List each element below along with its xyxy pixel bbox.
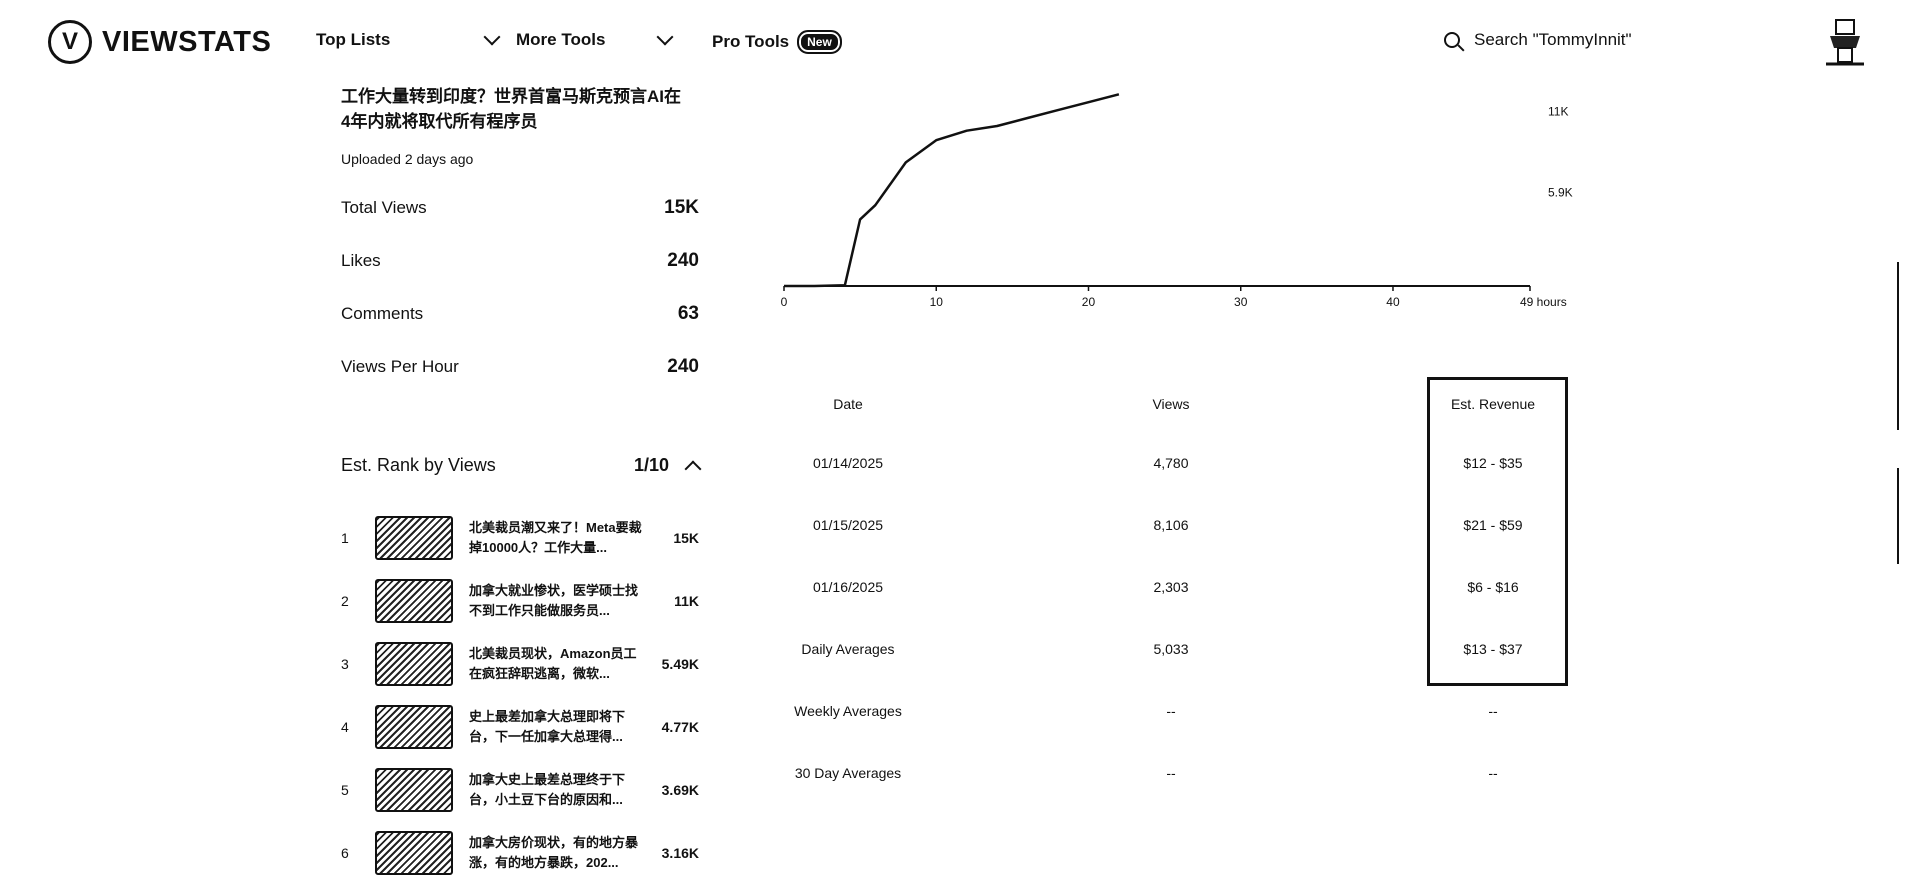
stat-comments: Comments 63 [341,287,699,340]
scrollbar-thumb[interactable] [1897,468,1913,564]
new-badge: New [797,30,842,54]
rank-number: 4 [341,719,375,735]
video-thumbnail[interactable] [375,642,453,686]
stat-value: 63 [678,303,699,325]
upload-date: Uploaded 2 days ago [341,151,699,167]
cell-date: Daily Averages [760,641,936,657]
cell-views: -- [936,765,1406,781]
cell-views: 8,106 [936,517,1406,533]
avatar[interactable] [1822,18,1868,68]
list-item[interactable]: 1 北美裁员潮又来了！Meta要裁掉10000人？工作大量... 15K [341,506,699,569]
nav-top-lists[interactable]: Top Lists [316,30,498,50]
rank-video-views: 3.16K [649,845,699,861]
rank-list: 1 北美裁员潮又来了！Meta要裁掉10000人？工作大量... 15K 2 加… [341,506,699,884]
series-line [784,94,1119,286]
chevron-down-icon [484,29,501,46]
rank-video-views: 5.49K [649,656,699,672]
rank-number: 5 [341,782,375,798]
x-tick-label: 49 hours [1520,295,1567,309]
cell-views: 2,303 [936,579,1406,595]
rank-header[interactable]: Est. Rank by Views 1/10 [341,455,699,476]
views-chart: 0 10 20 30 40 49 hours 11K 5.9K [770,80,1590,320]
cell-views: 5,033 [936,641,1406,657]
list-item[interactable]: 4 史上最差加拿大总理即将下台，下一任加拿大总理得... 4.77K [341,695,699,758]
video-thumbnail[interactable] [375,831,453,875]
list-item[interactable]: 2 加拿大就业惨状，医学硕士找不到工作只能做服务员... 11K [341,569,699,632]
rank-number: 3 [341,656,375,672]
header-date: Date [760,396,936,412]
cell-revenue: -- [1406,703,1580,719]
logo-text: VIEWSTATS [102,26,271,59]
x-tick-label: 20 [1082,295,1096,309]
revenue-highlight-box [1427,377,1568,686]
cell-date: 01/14/2025 [760,455,936,471]
video-summary: 工作大量转到印度？世界首富马斯克预言AI在4年内就将取代所有程序员 Upload… [341,84,699,393]
nav-more-tools[interactable]: More Tools [516,30,671,50]
stat-label: Likes [341,251,381,271]
rank-video-title[interactable]: 史上最差加拿大总理即将下台，下一任加拿大总理得... [469,707,649,747]
logo-v-icon: V [48,20,92,64]
stat-label: Total Views [341,198,427,218]
stat-label: Comments [341,304,423,324]
chevron-down-icon [657,29,674,46]
video-thumbnail[interactable] [375,768,453,812]
cell-views: 4,780 [936,455,1406,471]
y-tick-label: 11K [1548,105,1568,119]
header-views: Views [936,396,1406,412]
x-tick-label: 0 [781,295,788,309]
rank-position: 1/10 [634,455,669,476]
cell-date: 01/16/2025 [760,579,936,595]
nav-pro-tools[interactable]: Pro Tools New [712,30,842,54]
rank-video-title[interactable]: 加拿大房价现状，有的地方暴涨，有的地方暴跌，202... [469,833,649,873]
rank-number: 1 [341,530,375,546]
search-input[interactable]: Search "TommyInnit" [1474,30,1632,50]
cell-date: 30 Day Averages [760,765,936,781]
video-title[interactable]: 工作大量转到印度？世界首富马斯克预言AI在4年内就将取代所有程序员 [341,84,681,134]
x-tick-label: 30 [1234,295,1248,309]
list-item[interactable]: 3 北美裁员现状，Amazon员工在疯狂辞职逃离，微软... 5.49K [341,632,699,695]
nav-more-tools-label: More Tools [516,30,605,50]
search-bar[interactable]: Search "TommyInnit" [1444,30,1632,50]
list-item[interactable]: 5 加拿大史上最差总理终于下台，小土豆下台的原因和... 3.69K [341,758,699,821]
cell-date: Weekly Averages [760,703,936,719]
chevron-up-icon[interactable] [685,460,702,477]
stat-value: 240 [667,356,699,378]
stat-label: Views Per Hour [341,357,459,377]
rank-number: 6 [341,845,375,861]
stat-value: 240 [667,250,699,272]
x-tick-label: 40 [1386,295,1400,309]
rank-title: Est. Rank by Views [341,455,496,476]
y-tick-label: 5.9K [1548,186,1573,200]
cell-date: 01/15/2025 [760,517,936,533]
list-item[interactable]: 6 加拿大房价现状，有的地方暴涨，有的地方暴跌，202... 3.16K [341,821,699,884]
rank-video-title[interactable]: 加拿大史上最差总理终于下台，小土豆下台的原因和... [469,770,649,810]
viewstats-logo[interactable]: V VIEWSTATS [48,20,271,64]
cell-revenue: -- [1406,765,1580,781]
table-row: Weekly Averages -- -- [760,680,1580,742]
x-tick-label: 10 [930,295,944,309]
stat-value: 15K [664,197,699,219]
stat-views-per-hour: Views Per Hour 240 [341,340,699,393]
rank-video-views: 3.69K [649,782,699,798]
nav-top-lists-label: Top Lists [316,30,390,50]
cell-views: -- [936,703,1406,719]
video-thumbnail[interactable] [375,516,453,560]
nav-pro-tools-label: Pro Tools [712,32,789,52]
rank-number: 2 [341,593,375,609]
rank-video-title[interactable]: 北美裁员潮又来了！Meta要裁掉10000人？工作大量... [469,518,649,558]
stat-total-views: Total Views 15K [341,181,699,234]
rank-video-views: 4.77K [649,719,699,735]
stat-likes: Likes 240 [341,234,699,287]
top-navbar: V VIEWSTATS Top Lists More Tools Pro Too… [0,0,1920,86]
video-stats: Total Views 15K Likes 240 Comments 63 Vi… [341,181,699,393]
table-row: 30 Day Averages -- -- [760,742,1580,804]
scrollbar-track[interactable] [1897,262,1913,430]
search-icon [1444,32,1460,48]
rank-video-title[interactable]: 北美裁员现状，Amazon员工在疯狂辞职逃离，微软... [469,644,649,684]
rank-video-views: 15K [649,530,699,546]
rank-video-views: 11K [649,593,699,609]
rank-video-title[interactable]: 加拿大就业惨状，医学硕士找不到工作只能做服务员... [469,581,649,621]
video-thumbnail[interactable] [375,579,453,623]
video-thumbnail[interactable] [375,705,453,749]
